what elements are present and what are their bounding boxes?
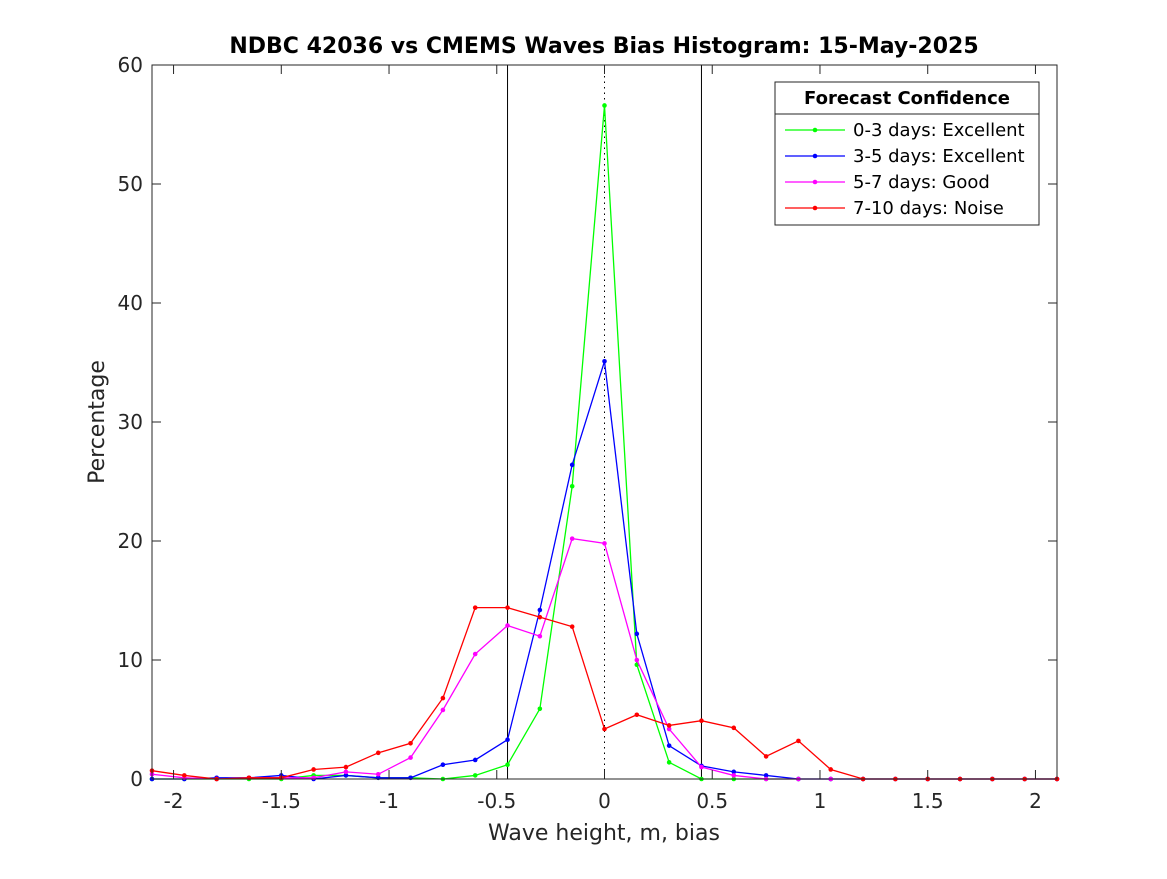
data-point-7-10-days-noise <box>505 605 510 610</box>
legend-marker-5-7-days-good <box>812 179 818 185</box>
x-tick-label: -0.5 <box>477 789 516 813</box>
data-point-3-5-days-excellent <box>440 762 446 768</box>
data-point-7-10-days-noise <box>537 614 543 620</box>
data-point-3-5-days-excellent <box>763 773 769 778</box>
x-axis-ticks: -2 -1.5 -1 -0.5 0 0.5 1 1.5 2 <box>164 65 1042 813</box>
data-point-7-10-days-noise <box>634 712 640 718</box>
legend-entries: 0-3 days: Excellent 3-5 days: Excellent 5-… <box>785 120 1025 219</box>
data-point-5-7-days-good <box>731 773 737 778</box>
x-tick-label: 0.5 <box>696 789 728 813</box>
x-tick-label: 0 <box>598 789 611 813</box>
data-point-3-5-days-excellent <box>343 773 349 778</box>
data-point-3-5-days-excellent <box>666 743 672 748</box>
data-point-5-7-days-good <box>634 657 640 663</box>
y-tick-label: 0 <box>130 767 143 791</box>
legend-title: Forecast Confidence <box>804 88 1010 109</box>
data-point-0-3-days-excellent <box>569 483 575 489</box>
legend: Forecast Confidence 0-3 days: Excellent 3… <box>774 81 1040 226</box>
data-point-5-7-days-good <box>569 536 575 541</box>
legend-marker-3-5-days-excellent <box>812 153 818 159</box>
data-point-7-10-days-noise <box>699 718 704 723</box>
data-point-7-10-days-noise <box>375 750 381 756</box>
chart-title: NDBC 42036 vs CMEMS Waves Bias Histogram… <box>229 34 978 59</box>
legend-marker-0-3-days-excellent <box>812 127 818 133</box>
legend-marker-7-10-days-noise <box>812 205 818 211</box>
data-point-0-3-days-excellent <box>602 103 607 108</box>
data-point-7-10-days-noise <box>343 764 349 770</box>
data-point-0-3-days-excellent <box>666 760 672 765</box>
data-point-5-7-days-good <box>505 623 510 628</box>
data-point-3-5-days-excellent <box>537 607 543 613</box>
x-tick-label: -2 <box>164 789 184 813</box>
data-point-5-7-days-good <box>375 771 381 777</box>
y-axis-label: Percentage <box>85 360 110 484</box>
x-tick-label: 2 <box>1029 789 1042 813</box>
x-tick-label: 1 <box>814 789 827 813</box>
data-point-7-10-days-noise <box>763 754 769 759</box>
data-point-3-5-days-excellent <box>602 359 607 364</box>
data-point-7-10-days-noise <box>731 725 737 731</box>
legend-label-3-5-days-excellent: 3-5 days: Excellent <box>853 146 1025 167</box>
data-point-7-10-days-noise <box>666 723 672 728</box>
data-point-0-3-days-excellent <box>472 773 478 778</box>
data-point-7-10-days-noise <box>602 726 607 732</box>
legend-label-5-7-days-good: 5-7 days: Good <box>853 172 990 193</box>
y-axis-ticks: 0 10 20 30 40 50 60 <box>118 53 1057 791</box>
data-point-7-10-days-noise <box>569 624 575 629</box>
legend-label-7-10-days-noise: 7-10 days: Noise <box>853 198 1004 219</box>
data-point-7-10-days-noise <box>440 695 446 701</box>
series-layer <box>149 103 1060 782</box>
y-tick-label: 40 <box>118 291 143 315</box>
legend-label-0-3-days-excellent: 0-3 days: Excellent <box>853 120 1025 141</box>
data-point-5-7-days-good <box>343 769 349 775</box>
x-tick-label: -1 <box>379 789 399 813</box>
data-point-3-5-days-excellent <box>569 462 575 468</box>
data-point-5-7-days-good <box>440 707 446 713</box>
data-point-7-10-days-noise <box>311 767 316 772</box>
legend-box <box>774 81 1040 226</box>
reference-lines <box>507 65 702 779</box>
data-point-7-10-days-noise <box>182 773 187 778</box>
data-point-7-10-days-noise <box>828 767 834 772</box>
data-point-0-3-days-excellent <box>537 706 543 712</box>
data-point-0-3-days-excellent <box>505 762 510 768</box>
data-point-5-7-days-good <box>472 651 478 657</box>
data-point-7-10-days-noise <box>408 741 413 746</box>
y-tick-label: 50 <box>118 172 143 196</box>
data-point-3-5-days-excellent <box>505 737 510 743</box>
data-point-5-7-days-good <box>537 633 543 639</box>
x-tick-label: 1.5 <box>912 789 944 813</box>
x-axis-label: Wave height, m, bias <box>488 821 720 846</box>
data-point-5-7-days-good <box>408 755 413 760</box>
data-point-5-7-days-good <box>602 541 607 546</box>
data-point-3-5-days-excellent <box>634 631 640 637</box>
data-point-5-7-days-good <box>699 764 704 770</box>
data-point-7-10-days-noise <box>796 738 801 744</box>
y-tick-label: 30 <box>118 410 143 434</box>
y-tick-label: 60 <box>118 53 143 77</box>
x-tick-label: -1.5 <box>262 789 301 813</box>
data-point-3-5-days-excellent <box>731 769 737 775</box>
y-tick-label: 20 <box>118 529 143 553</box>
data-point-5-7-days-good <box>666 726 672 732</box>
data-point-3-5-days-excellent <box>472 757 478 763</box>
y-tick-label: 10 <box>118 648 143 672</box>
data-point-7-10-days-noise <box>472 605 478 610</box>
